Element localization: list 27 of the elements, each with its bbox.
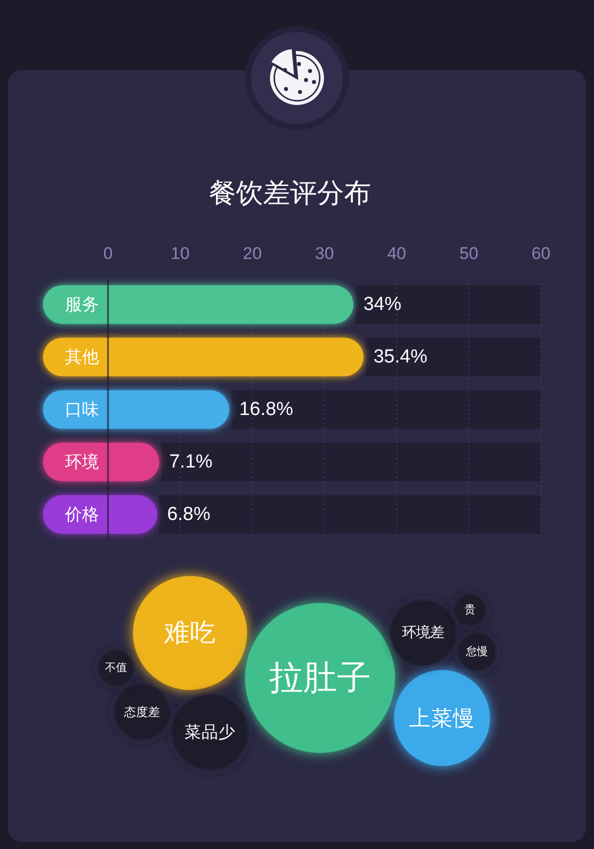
x-tick-label: 30 [315,244,334,263]
y-tick-label: 服务 [65,294,99,314]
x-tick-label: 20 [242,244,262,263]
x-tick-label: 0 [103,244,113,263]
category-label: 菜品少 [184,722,236,742]
category-label: 拉肚子 [269,659,371,697]
category-label: 贵 [464,603,476,616]
y-tick-label: 价格 [64,504,99,524]
y-tick-label: 口味 [65,400,99,419]
category-label: 怠慢 [465,645,488,658]
data-label: 35.4% [373,346,428,368]
category-label: 环境差 [402,625,444,641]
y-tick-label: 其他 [65,347,99,366]
y-tick-label: 环境 [65,452,99,472]
category-label: 态度差 [123,705,160,719]
x-tick-label: 40 [387,244,406,263]
chart-title: 餐饮差评分布 [209,178,371,208]
x-tick-label: 50 [459,244,478,263]
category-label: 难吃 [163,619,216,647]
category-label: 不值 [105,662,127,674]
data-label: 6.8% [167,504,210,525]
data-label: 16.8% [239,399,294,420]
data-label: 7.1% [169,451,213,472]
x-tick-label: 10 [170,244,190,263]
data-label: 34% [363,294,402,316]
x-tick-label: 60 [532,244,550,263]
category-label: 上菜慢 [409,706,475,730]
